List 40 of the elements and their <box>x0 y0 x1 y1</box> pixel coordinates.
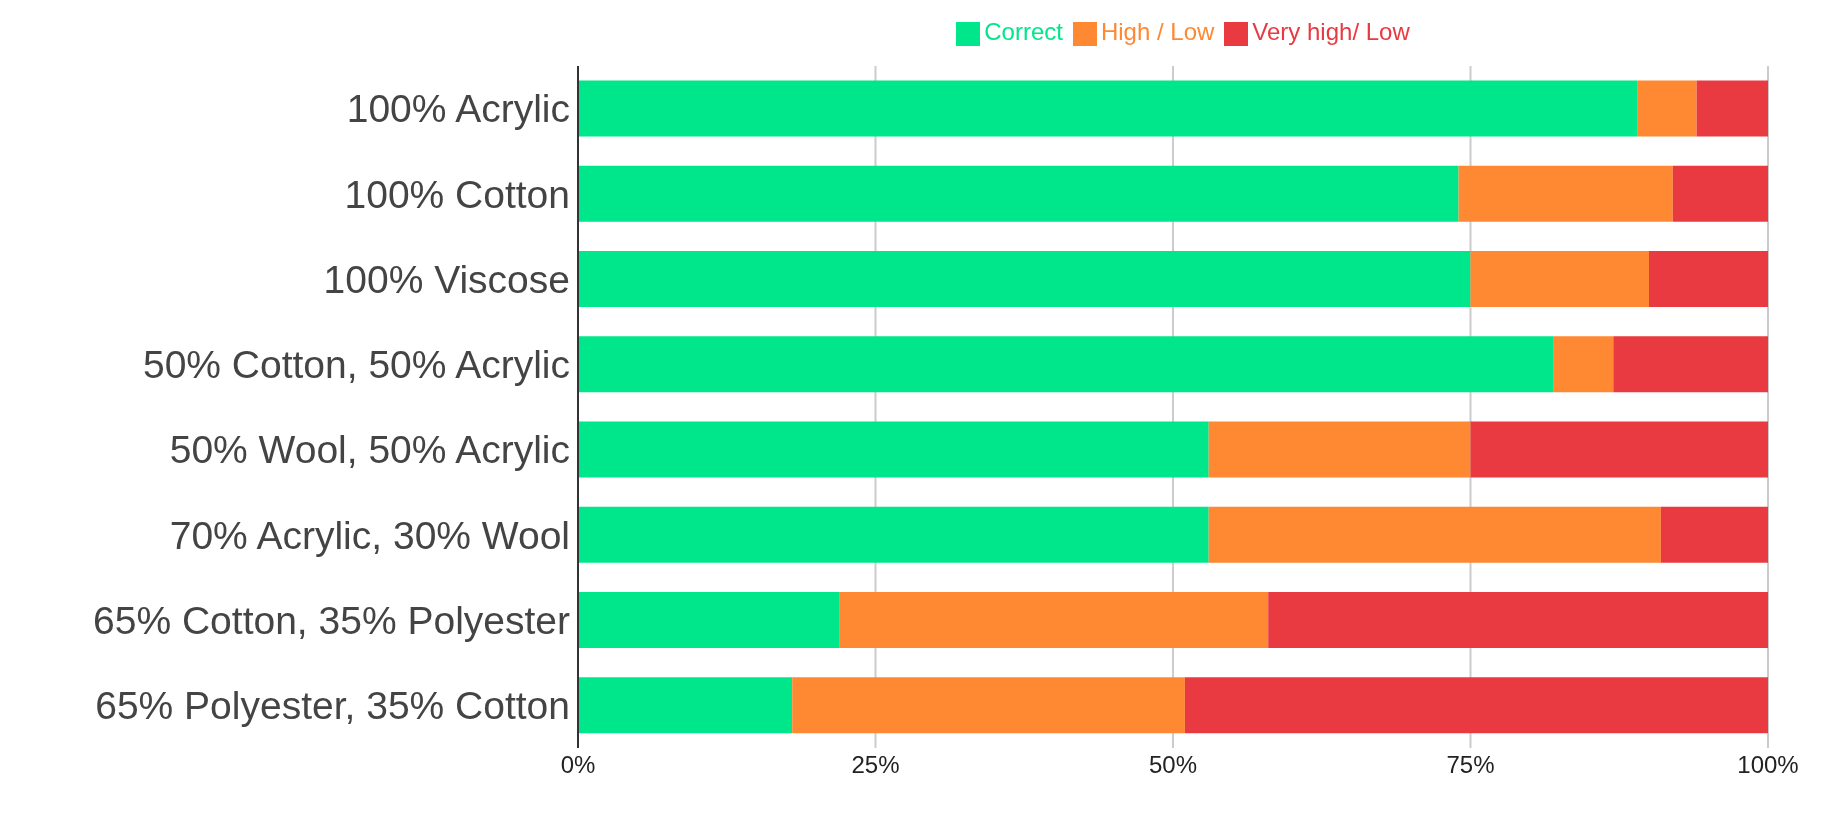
x-tick-label: 100% <box>1737 751 1799 779</box>
bar <box>1470 421 1768 478</box>
bar <box>1649 250 1768 307</box>
y-tick-label: 100% Acrylic <box>346 87 570 131</box>
y-tick-label: 65% Polyester, 35% Cotton <box>95 684 570 728</box>
bar <box>1696 80 1768 137</box>
legend-label: Very high/ Low <box>1252 18 1410 45</box>
bar <box>578 591 840 648</box>
bar <box>578 165 1459 222</box>
bar <box>578 421 1209 478</box>
bar <box>1268 591 1768 648</box>
y-tick-label: 100% Viscose <box>323 257 570 301</box>
bar <box>1637 80 1697 137</box>
legend-label: High / Low <box>1100 18 1215 45</box>
bar <box>1660 506 1768 563</box>
bar <box>578 80 1638 137</box>
bar <box>1458 165 1673 222</box>
bar <box>578 677 793 734</box>
x-tick-label: 0% <box>560 751 596 779</box>
y-tick-label: 100% Cotton <box>344 172 570 216</box>
bar <box>1208 506 1661 563</box>
y-tick-label: 70% Acrylic, 30% Wool <box>169 513 570 557</box>
bar <box>1470 250 1649 307</box>
bar <box>1184 677 1768 734</box>
bar <box>1672 165 1768 222</box>
y-tick-label: 50% Wool, 50% Acrylic <box>169 428 570 472</box>
bar <box>792 677 1185 734</box>
x-tick-label: 25% <box>851 751 900 779</box>
bar <box>1553 336 1614 393</box>
bar <box>1613 336 1768 393</box>
x-tick-label: 50% <box>1148 751 1198 779</box>
x-tick-label: 75% <box>1446 751 1495 779</box>
y-tick-label: 50% Cotton, 50% Acrylic <box>142 343 570 387</box>
legend-label: Correct <box>984 18 1063 45</box>
y-tick-label: 65% Cotton, 35% Polyester <box>93 598 571 642</box>
bar <box>578 506 1209 563</box>
bar <box>578 250 1471 307</box>
bar <box>839 591 1269 648</box>
bar <box>578 336 1554 393</box>
bar <box>1208 421 1471 478</box>
